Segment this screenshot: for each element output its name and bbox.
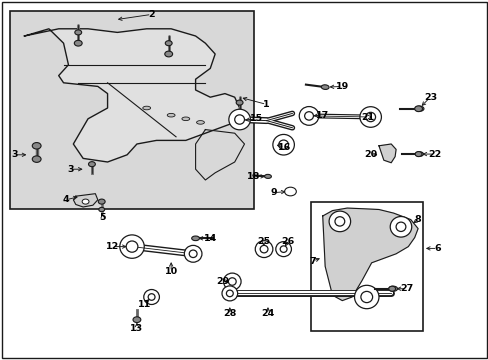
- Text: 26: 26: [280, 238, 294, 247]
- Ellipse shape: [148, 294, 155, 300]
- Ellipse shape: [272, 134, 294, 155]
- Text: 28: 28: [223, 310, 236, 319]
- Ellipse shape: [222, 286, 237, 301]
- Text: 10: 10: [164, 267, 177, 276]
- Text: 24: 24: [261, 310, 274, 319]
- Text: 3: 3: [11, 150, 18, 159]
- Text: 17: 17: [315, 111, 329, 120]
- Circle shape: [235, 112, 243, 118]
- Ellipse shape: [360, 291, 372, 303]
- Circle shape: [74, 40, 82, 46]
- Text: 11: 11: [137, 300, 151, 309]
- Text: 8: 8: [414, 215, 421, 224]
- Ellipse shape: [275, 242, 291, 257]
- Text: 12: 12: [105, 242, 119, 251]
- Ellipse shape: [142, 106, 150, 110]
- Ellipse shape: [359, 107, 381, 127]
- Ellipse shape: [126, 241, 138, 252]
- Ellipse shape: [299, 107, 318, 125]
- Text: 15: 15: [250, 114, 263, 123]
- Ellipse shape: [334, 217, 344, 226]
- Circle shape: [165, 41, 172, 46]
- Text: 3: 3: [67, 165, 74, 174]
- Polygon shape: [322, 208, 417, 301]
- Text: 5: 5: [99, 213, 106, 222]
- Text: 6: 6: [433, 244, 440, 253]
- Text: 4: 4: [62, 195, 69, 204]
- Text: 22: 22: [427, 150, 441, 159]
- Text: 1: 1: [263, 100, 269, 109]
- Ellipse shape: [280, 246, 286, 252]
- Text: 19: 19: [335, 82, 348, 91]
- Ellipse shape: [223, 273, 241, 290]
- Circle shape: [75, 30, 81, 35]
- Ellipse shape: [184, 246, 202, 262]
- Ellipse shape: [191, 236, 199, 240]
- Ellipse shape: [395, 222, 405, 231]
- Ellipse shape: [226, 290, 233, 297]
- Polygon shape: [73, 194, 98, 207]
- Polygon shape: [24, 29, 239, 162]
- Text: 21: 21: [360, 112, 374, 122]
- Text: 27: 27: [399, 284, 413, 293]
- Polygon shape: [378, 144, 395, 163]
- Text: 7: 7: [309, 256, 316, 266]
- Circle shape: [414, 152, 421, 157]
- Ellipse shape: [260, 246, 267, 253]
- Circle shape: [98, 199, 105, 204]
- Ellipse shape: [321, 85, 328, 89]
- Text: 18: 18: [246, 172, 260, 181]
- Ellipse shape: [255, 241, 272, 257]
- Circle shape: [388, 286, 395, 291]
- Ellipse shape: [143, 289, 159, 305]
- Ellipse shape: [234, 115, 244, 124]
- Ellipse shape: [167, 113, 175, 117]
- Text: 25: 25: [257, 238, 270, 247]
- Circle shape: [82, 199, 89, 204]
- Ellipse shape: [365, 112, 375, 122]
- Circle shape: [414, 106, 422, 112]
- Ellipse shape: [228, 278, 236, 285]
- Ellipse shape: [388, 286, 397, 291]
- Text: 2: 2: [148, 10, 155, 19]
- Text: 23: 23: [423, 93, 436, 102]
- Ellipse shape: [304, 112, 313, 120]
- Circle shape: [99, 207, 104, 212]
- Text: 20: 20: [364, 150, 376, 159]
- Ellipse shape: [196, 121, 204, 124]
- Text: 14: 14: [203, 234, 217, 243]
- Ellipse shape: [415, 152, 423, 156]
- Text: 9: 9: [270, 188, 277, 197]
- Ellipse shape: [389, 216, 411, 237]
- Bar: [10, 11, 254, 209]
- Ellipse shape: [278, 140, 288, 149]
- Bar: [310, 202, 422, 331]
- Ellipse shape: [228, 109, 250, 130]
- Ellipse shape: [264, 174, 271, 179]
- Ellipse shape: [414, 106, 423, 111]
- Circle shape: [236, 100, 243, 105]
- Ellipse shape: [120, 235, 144, 258]
- Circle shape: [88, 162, 95, 167]
- Circle shape: [32, 143, 41, 149]
- Text: 16: 16: [277, 143, 291, 152]
- Text: 29: 29: [215, 277, 229, 286]
- Circle shape: [284, 187, 296, 196]
- Circle shape: [32, 156, 41, 162]
- Ellipse shape: [354, 285, 378, 309]
- Polygon shape: [195, 130, 244, 180]
- Circle shape: [164, 51, 172, 57]
- Text: 13: 13: [130, 324, 143, 333]
- Ellipse shape: [328, 211, 350, 232]
- Ellipse shape: [189, 250, 197, 257]
- Ellipse shape: [182, 117, 189, 121]
- Circle shape: [133, 317, 141, 323]
